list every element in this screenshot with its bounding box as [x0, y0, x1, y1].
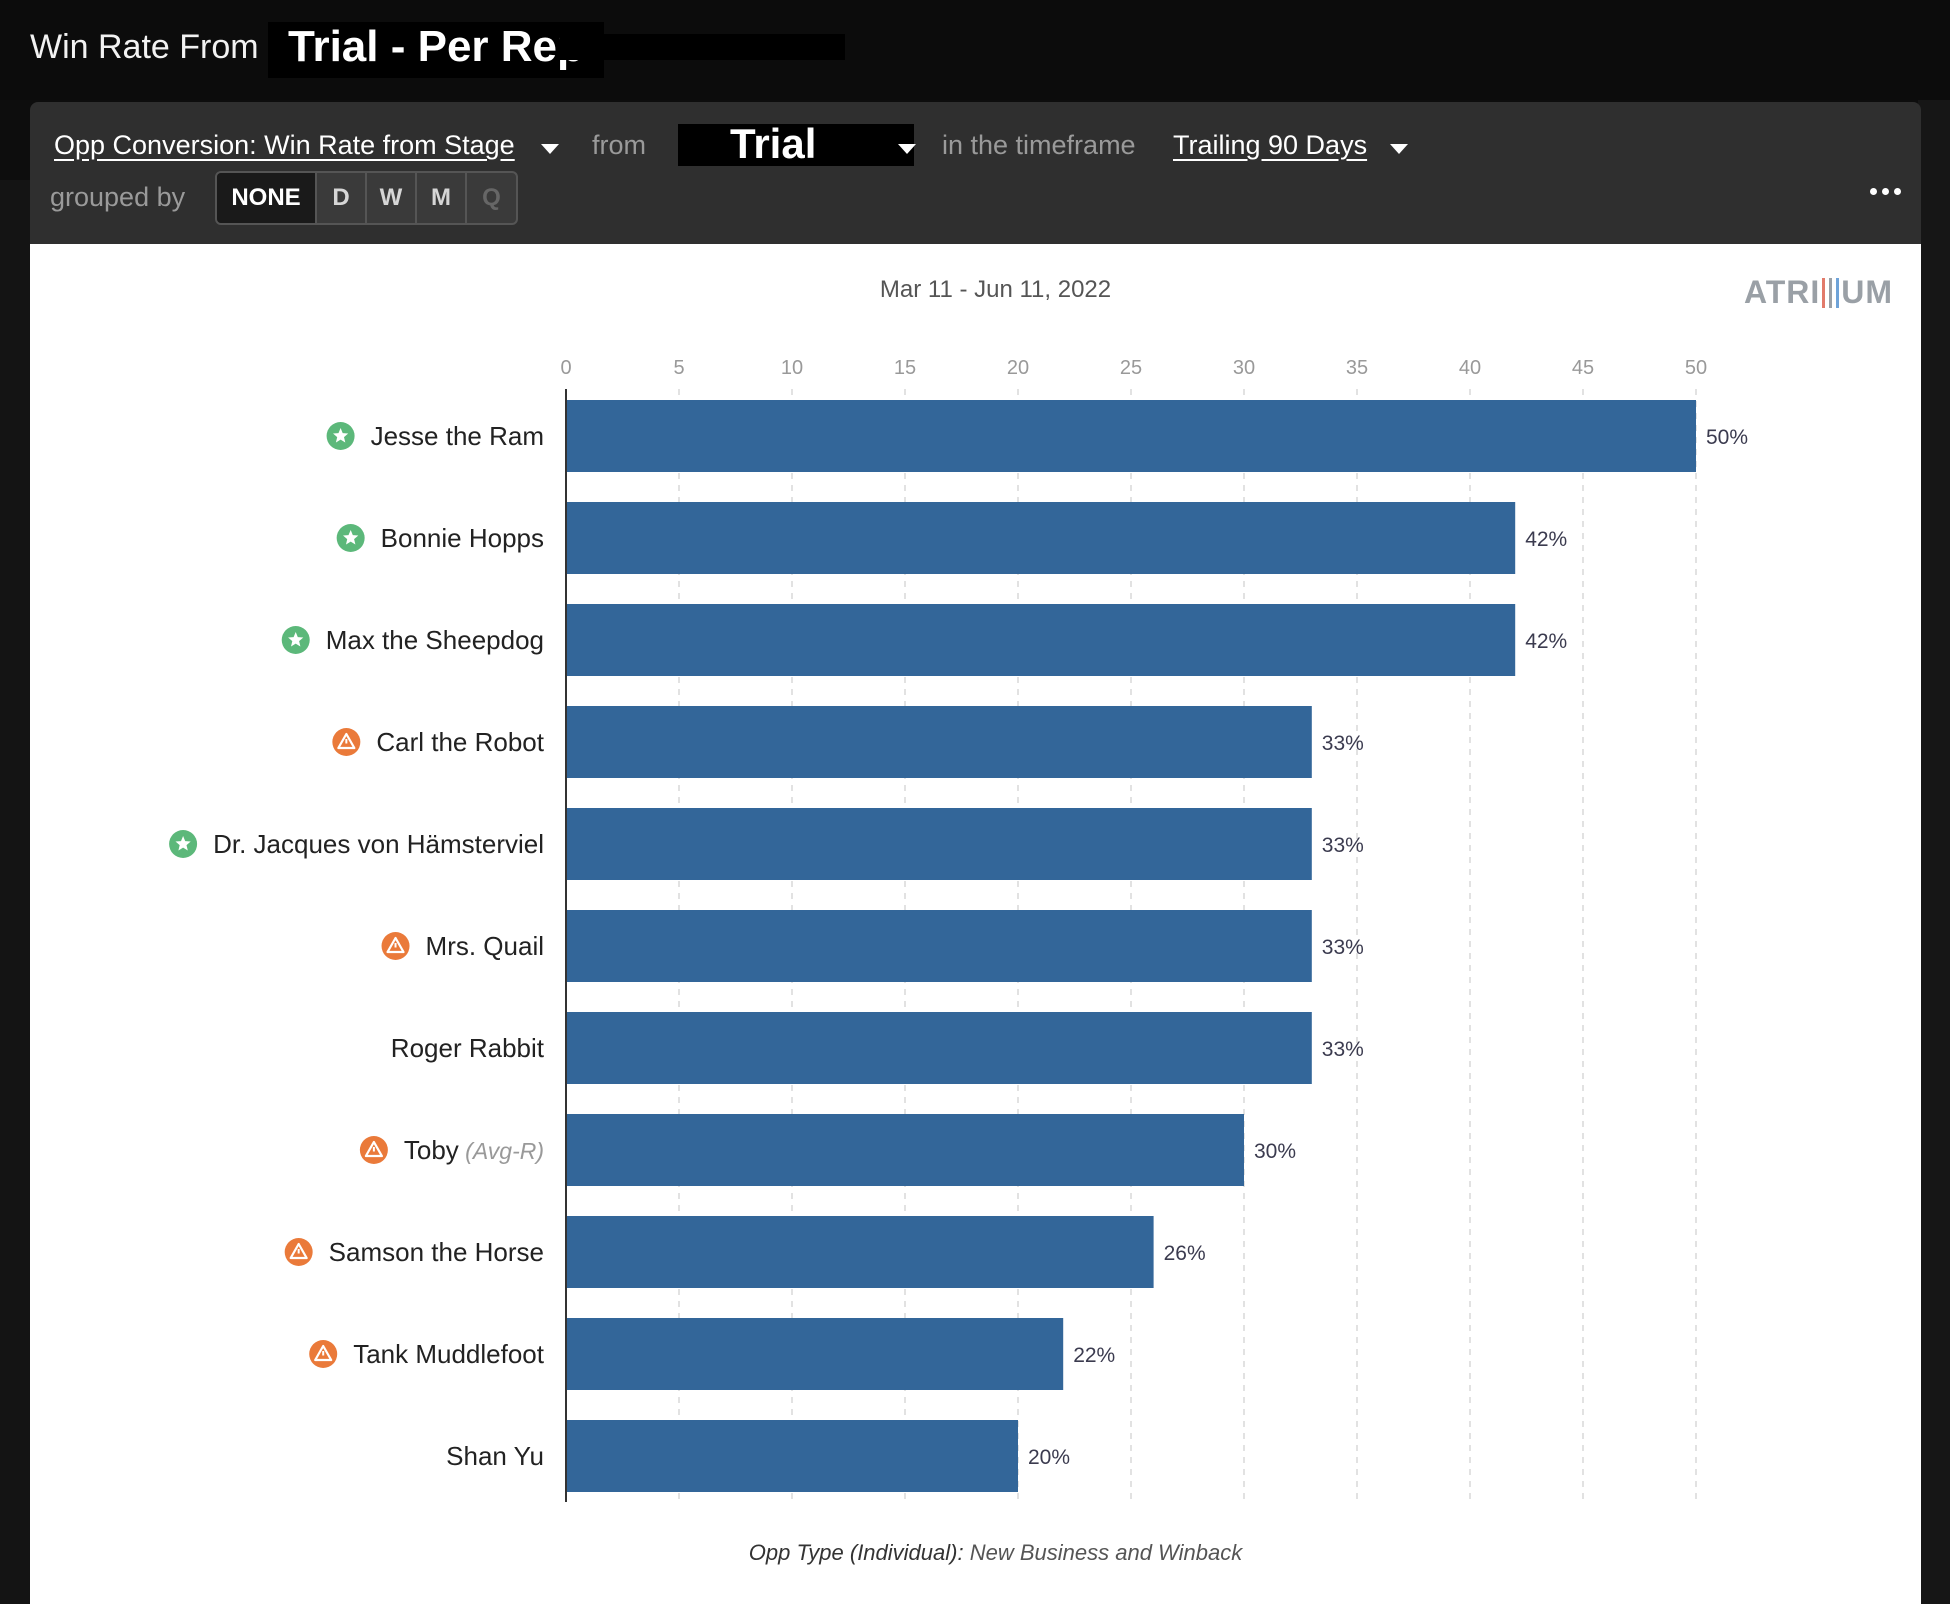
group-option-day[interactable]: D — [317, 173, 367, 223]
stage-dropdown[interactable]: Trial — [730, 120, 817, 167]
chart-card: Mar 11 - Jun 11, 2022 ATRI UM 0 5 10 15 20 25 3… — [30, 244, 1921, 1604]
x-tick-label: 10 — [781, 357, 803, 379]
warning-icon-glyph — [337, 732, 356, 750]
report-toolbar: Opp Conversion: Win Rate from Stage from… — [30, 102, 1921, 244]
bar-value-label: 42% — [1525, 630, 1567, 653]
group-option-quarter: Q — [482, 184, 501, 211]
header: Win Rate From Trial - Per Rep — [0, 0, 1950, 100]
bar — [567, 706, 1312, 778]
group-option-month[interactable]: M — [417, 173, 467, 223]
bar — [567, 910, 1312, 982]
bar-chart: 0 5 10 15 20 25 30 35 40 45 50 50% Jesse the Ram 42% B… — [169, 357, 1748, 1502]
redaction-block — [560, 34, 845, 60]
background-panel-right — [1918, 100, 1950, 1604]
star-icon-glyph — [288, 632, 304, 647]
group-option-week[interactable]: W — [367, 173, 417, 223]
x-tick-label: 20 — [1007, 357, 1029, 379]
bar — [567, 1012, 1312, 1084]
x-tick-label: 30 — [1233, 357, 1255, 379]
bar-value-label: 33% — [1322, 834, 1364, 857]
bar-value-label: 30% — [1254, 1140, 1296, 1163]
chart-footnote: Opp Type (Individual): New Business and … — [30, 1540, 1921, 1566]
bar-value-label: 33% — [1322, 732, 1364, 755]
page-title: Trial - Per Rep — [268, 22, 604, 78]
page-title-prefix: Win Rate From — [30, 28, 259, 66]
footnote-key: Opp Type (Individual): — [748, 1540, 964, 1565]
bar-value-label: 26% — [1164, 1242, 1206, 1265]
metric-dropdown[interactable]: Opp Conversion: Win Rate from Stage — [54, 130, 515, 160]
bar — [567, 1318, 1064, 1390]
category-label: Carl the Robot — [376, 727, 544, 757]
timeframe-label: in the timeframe — [942, 130, 1136, 160]
timeframe-chevron-down-icon[interactable] — [1390, 144, 1408, 154]
stage-chevron-down-icon[interactable] — [898, 144, 916, 154]
ellipsis-icon[interactable] — [1870, 188, 1901, 195]
bar — [567, 1420, 1018, 1492]
bar-value-label: 20% — [1028, 1446, 1070, 1469]
atrium-logo: ATRI UM — [1744, 274, 1894, 310]
grouped-by-label: grouped by — [50, 182, 186, 212]
category-label: Max the Sheepdog — [326, 625, 544, 655]
category-label: Bonnie Hopps — [381, 523, 544, 553]
bar — [567, 400, 1696, 472]
metric-chevron-down-icon[interactable] — [541, 144, 559, 154]
stage-redaction — [678, 124, 914, 166]
x-tick-label: 0 — [560, 357, 571, 379]
from-label: from — [592, 130, 646, 160]
bar-value-label: 50% — [1706, 426, 1748, 449]
group-option-none[interactable]: NONE — [217, 173, 317, 223]
bar — [567, 604, 1516, 676]
bar-value-label: 22% — [1073, 1344, 1115, 1367]
x-tick-label: 45 — [1572, 357, 1594, 379]
warning-icon-glyph — [289, 1242, 308, 1260]
x-tick-label: 35 — [1346, 357, 1368, 379]
bar — [567, 808, 1312, 880]
star-icon-glyph — [175, 836, 191, 851]
x-tick-label: 50 — [1685, 357, 1707, 379]
category-label: Jesse the Ram — [371, 421, 544, 451]
bar-value-label: 42% — [1525, 528, 1567, 551]
bar — [567, 1114, 1244, 1186]
background-panel-left — [0, 180, 30, 1604]
footnote-value: New Business and Winback — [969, 1540, 1243, 1565]
x-tick-label: 5 — [673, 357, 684, 379]
report-panel: Opp Conversion: Win Rate from Stage from… — [30, 102, 1921, 1604]
category-label: Toby (Avg-R) — [404, 1135, 544, 1165]
group-by-selector: NONE D W M Q — [215, 171, 518, 225]
warning-icon-glyph — [314, 1344, 333, 1362]
chart-date-range: Mar 11 - Jun 11, 2022 — [879, 276, 1112, 303]
bar — [567, 502, 1516, 574]
timeframe-dropdown[interactable]: Trailing 90 Days — [1173, 130, 1368, 160]
warning-icon-glyph — [364, 1140, 383, 1158]
category-label: Tank Muddlefoot — [353, 1339, 545, 1369]
star-icon-glyph — [333, 428, 349, 443]
star-icon-glyph — [343, 530, 359, 545]
x-tick-label: 40 — [1459, 357, 1481, 379]
category-label: Samson the Horse — [329, 1237, 544, 1267]
bar-value-label: 33% — [1322, 1038, 1364, 1061]
x-tick-label: 25 — [1120, 357, 1142, 379]
category-label: Roger Rabbit — [391, 1033, 545, 1063]
category-label: Mrs. Quail — [426, 931, 544, 961]
bar-value-label: 33% — [1322, 936, 1364, 959]
category-label: Dr. Jacques von Hämsterviel — [213, 829, 544, 859]
bar — [567, 1216, 1154, 1288]
warning-icon-glyph — [386, 936, 405, 954]
category-label: Shan Yu — [446, 1441, 544, 1471]
x-tick-label: 15 — [894, 357, 916, 379]
